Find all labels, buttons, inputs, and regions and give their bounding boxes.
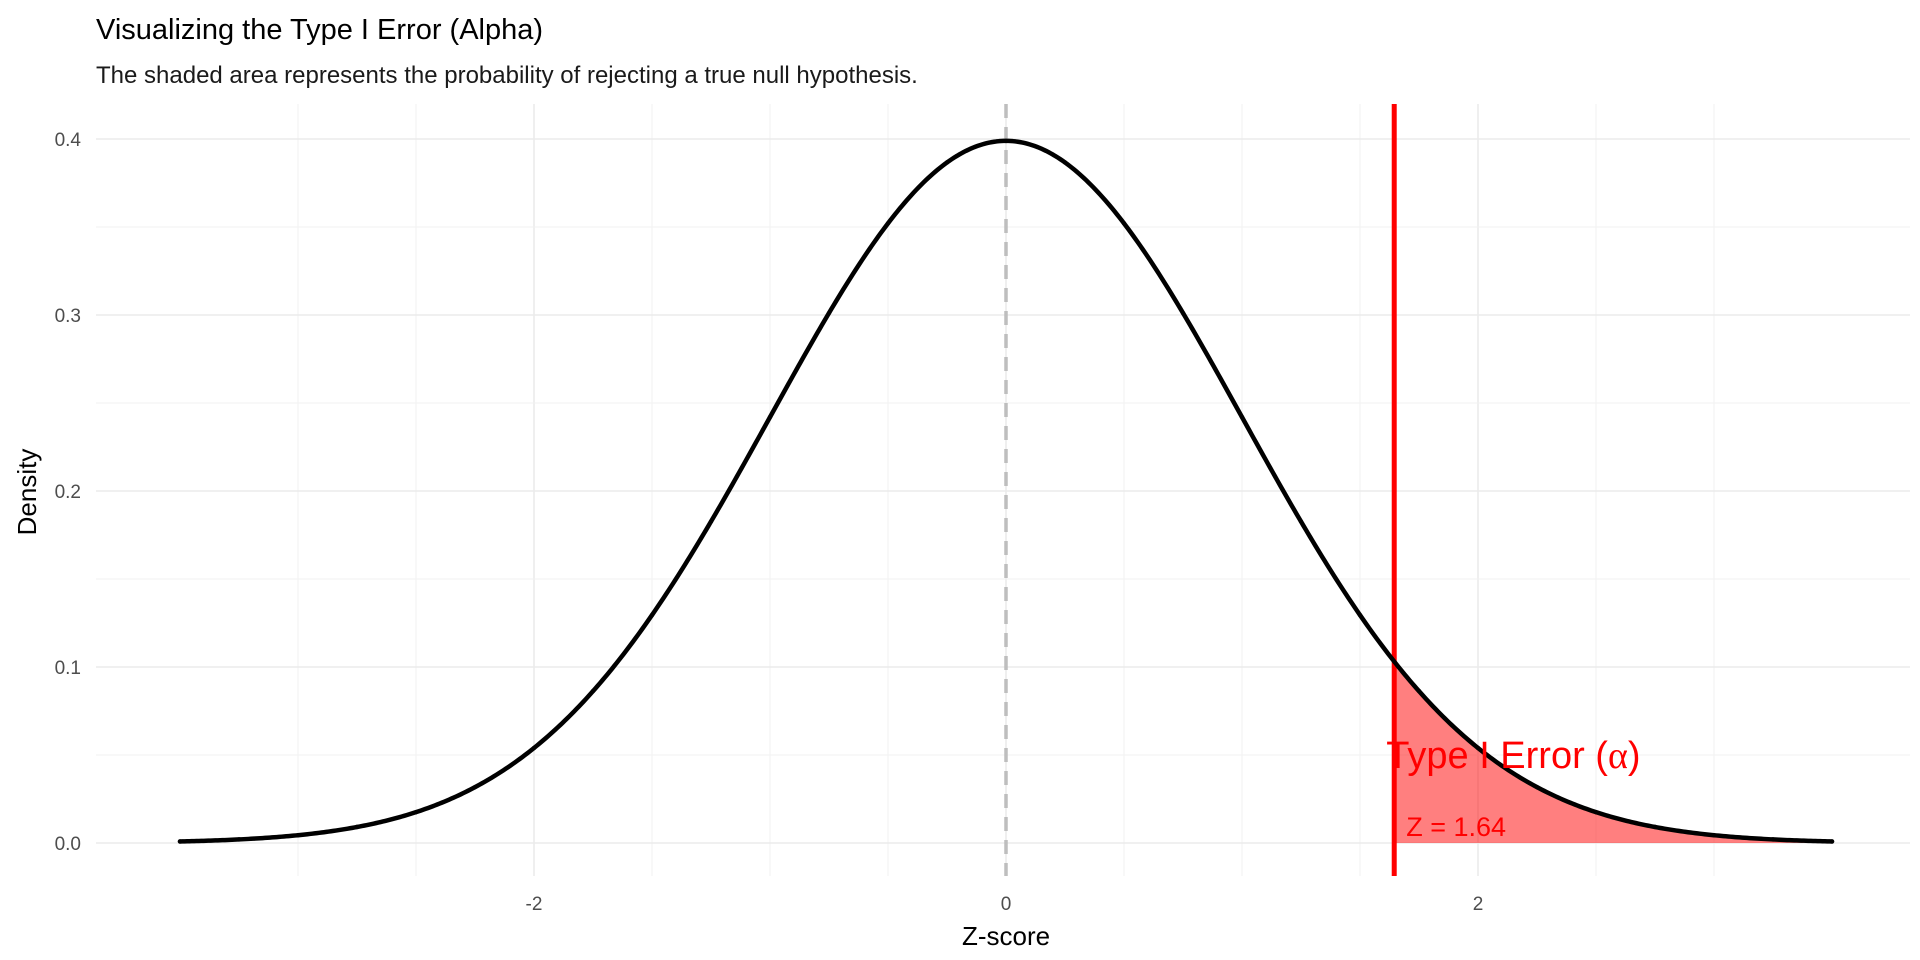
x-tick-label: 0 [1001, 894, 1012, 915]
y-axis-title: Density [12, 449, 42, 536]
alpha-symbol: α [1608, 735, 1628, 777]
reference-lines-layer [1004, 104, 1397, 876]
chart-title: Visualizing the Type I Error (Alpha) [96, 14, 543, 46]
y-tick-label: 0.0 [55, 834, 81, 855]
x-tick-label: 2 [1473, 894, 1484, 915]
density-point [1003, 138, 1009, 144]
type-one-error-annotation: Type I Error (α) [1386, 735, 1640, 777]
shaded-region-layer [1394, 661, 1832, 843]
density-point [177, 839, 183, 844]
density-point [1416, 688, 1422, 694]
density-point [1180, 310, 1186, 316]
density-point [413, 810, 419, 815]
density-point [826, 310, 832, 316]
density-point [1652, 824, 1658, 830]
density-point [1829, 839, 1835, 844]
density-point [1593, 810, 1599, 815]
y-tick-label: 0.3 [55, 306, 81, 327]
density-curve-layer [177, 138, 1835, 844]
density-point [944, 160, 950, 165]
y-tick-label: 0.1 [55, 658, 81, 679]
y-tick-label: 0.4 [55, 130, 82, 151]
density-point [649, 612, 655, 618]
y-axis-ticks: 0.0 0.1 0.2 0.3 0.4 [55, 130, 82, 855]
density-point [590, 688, 596, 694]
density-point [885, 221, 891, 226]
x-axis-title: Z-score [962, 921, 1050, 951]
x-tick-label: -2 [526, 894, 543, 915]
x-axis-ticks: -2 0 2 [526, 894, 1484, 915]
density-point [1239, 414, 1245, 420]
y-tick-label: 0.2 [55, 482, 81, 503]
density-point [708, 519, 714, 524]
density-point [1121, 221, 1127, 226]
density-point [531, 745, 537, 751]
density-point [472, 785, 478, 790]
density-point [1062, 160, 1068, 165]
density-point [1711, 833, 1717, 838]
chart-subtitle: The shaded area represents the probabili… [96, 62, 918, 89]
density-point [1357, 612, 1363, 618]
density-point [1534, 785, 1540, 790]
density-point [354, 824, 360, 830]
density-point [236, 837, 242, 842]
shaded-rejection-region [1394, 661, 1832, 843]
density-point [295, 833, 301, 838]
density-point [1475, 745, 1481, 751]
annotation-main-text: Type I Error ( [1386, 735, 1608, 777]
density-point [1770, 837, 1776, 842]
critical-z-annotation: Z = 1.64 [1406, 812, 1506, 842]
density-point [1298, 519, 1304, 524]
density-point [1392, 659, 1397, 664]
density-point [767, 414, 773, 420]
annotation-close-text: ) [1628, 735, 1641, 777]
